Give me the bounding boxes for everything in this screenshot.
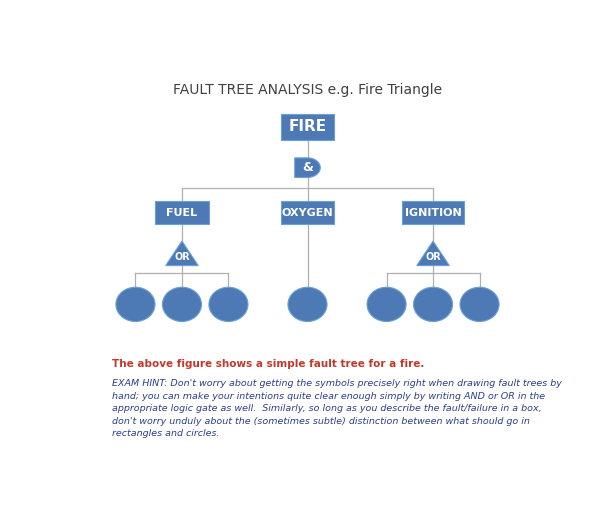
Circle shape xyxy=(163,287,202,322)
FancyBboxPatch shape xyxy=(155,201,209,224)
FancyBboxPatch shape xyxy=(401,201,464,224)
Text: IGNITION: IGNITION xyxy=(404,208,461,217)
Circle shape xyxy=(413,287,452,322)
Text: OR: OR xyxy=(425,252,441,262)
Polygon shape xyxy=(166,241,198,266)
Text: FIRE: FIRE xyxy=(289,119,326,135)
Text: The above figure shows a simple fault tree for a fire.: The above figure shows a simple fault tr… xyxy=(112,359,425,369)
Polygon shape xyxy=(295,158,320,178)
Circle shape xyxy=(209,287,248,322)
FancyBboxPatch shape xyxy=(281,201,334,224)
Circle shape xyxy=(288,287,327,322)
Text: FAULT TREE ANALYSIS e.g. Fire Triangle: FAULT TREE ANALYSIS e.g. Fire Triangle xyxy=(173,83,442,97)
Text: EXAM HINT: Don't worry about getting the symbols precisely right when drawing fa: EXAM HINT: Don't worry about getting the… xyxy=(112,379,562,438)
Text: OXYGEN: OXYGEN xyxy=(281,208,334,217)
Circle shape xyxy=(367,287,406,322)
Circle shape xyxy=(460,287,499,322)
Circle shape xyxy=(116,287,155,322)
Text: FUEL: FUEL xyxy=(166,208,197,217)
FancyBboxPatch shape xyxy=(281,114,334,139)
Text: OR: OR xyxy=(174,252,190,262)
Text: &: & xyxy=(302,161,313,174)
Polygon shape xyxy=(417,241,449,266)
